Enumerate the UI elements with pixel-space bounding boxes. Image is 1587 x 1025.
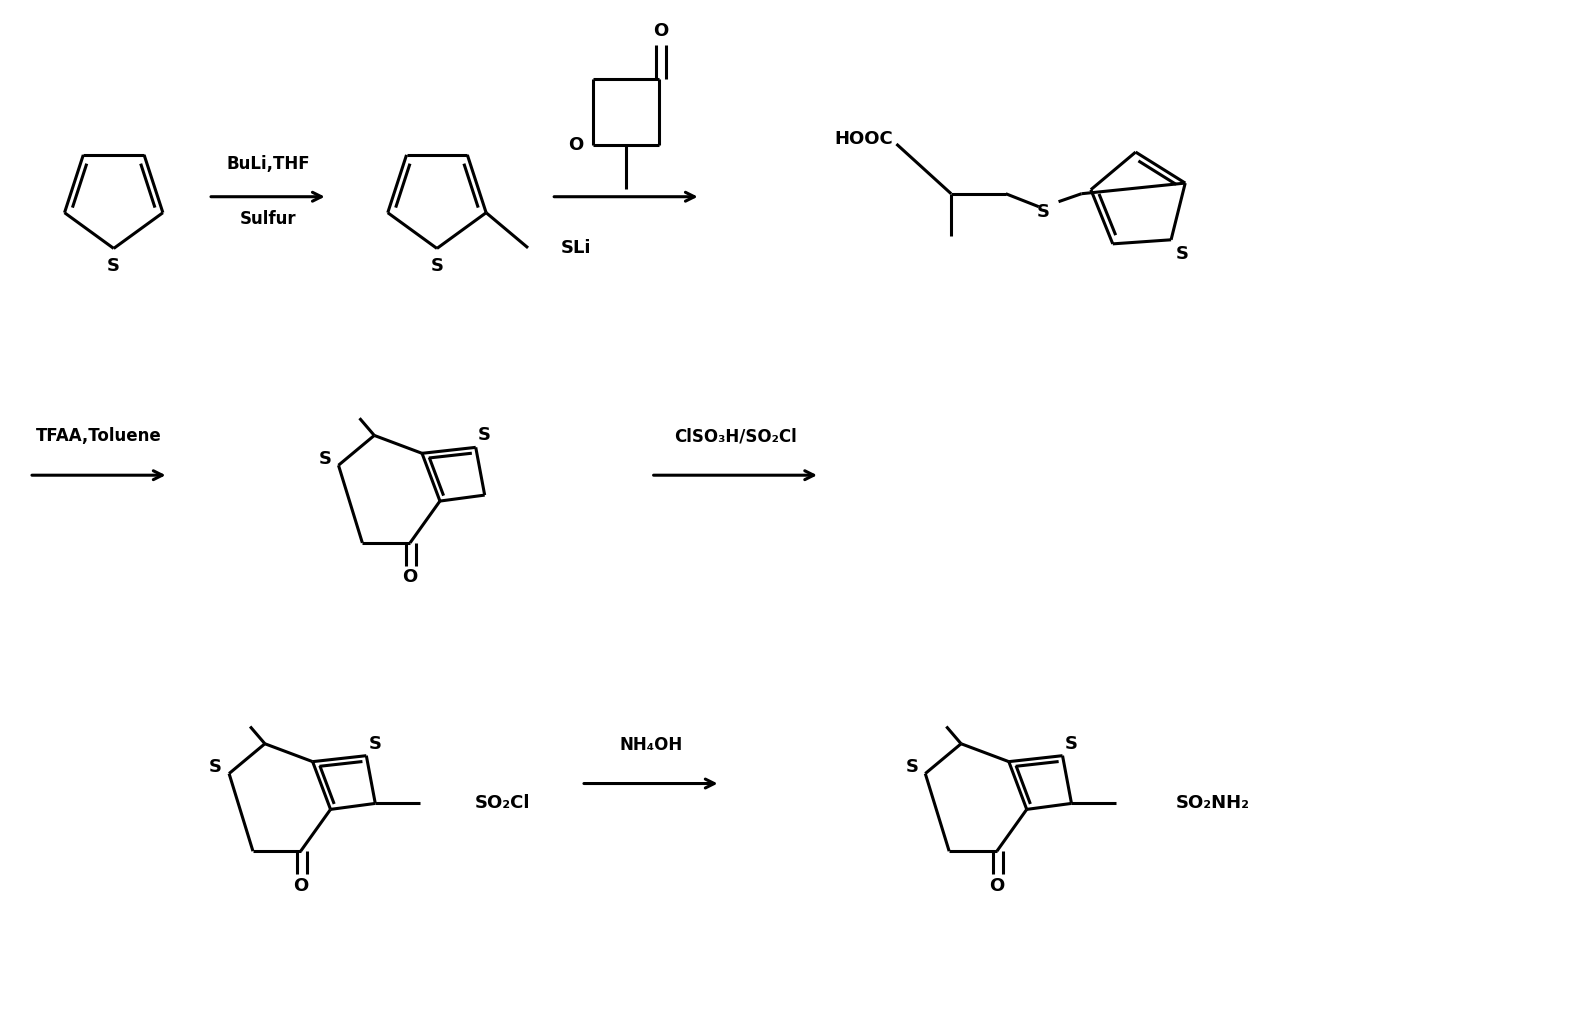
Text: O: O: [989, 876, 1005, 895]
Text: BuLi,THF: BuLi,THF: [225, 155, 309, 173]
Text: NH₄OH: NH₄OH: [619, 736, 682, 753]
Text: S: S: [108, 257, 121, 276]
Text: SO₂NH₂: SO₂NH₂: [1176, 794, 1251, 813]
Text: S: S: [319, 450, 332, 467]
Text: S: S: [209, 758, 222, 776]
Text: S: S: [905, 758, 919, 776]
Text: O: O: [294, 876, 308, 895]
Text: ClSO₃H/SO₂Cl: ClSO₃H/SO₂Cl: [674, 427, 797, 446]
Text: SO₂Cl: SO₂Cl: [475, 794, 530, 813]
Text: S: S: [1176, 245, 1189, 262]
Text: HOOC: HOOC: [835, 130, 893, 148]
Text: S: S: [368, 735, 382, 752]
Text: S: S: [430, 257, 443, 276]
Text: S: S: [1038, 203, 1051, 220]
Text: Sulfur: Sulfur: [240, 209, 297, 228]
Text: TFAA,Toluene: TFAA,Toluene: [37, 427, 162, 446]
Text: O: O: [568, 136, 584, 154]
Text: S: S: [478, 426, 492, 445]
Text: O: O: [403, 569, 417, 586]
Text: S: S: [1065, 735, 1078, 752]
Text: O: O: [654, 22, 668, 40]
Text: SLi: SLi: [560, 239, 592, 257]
